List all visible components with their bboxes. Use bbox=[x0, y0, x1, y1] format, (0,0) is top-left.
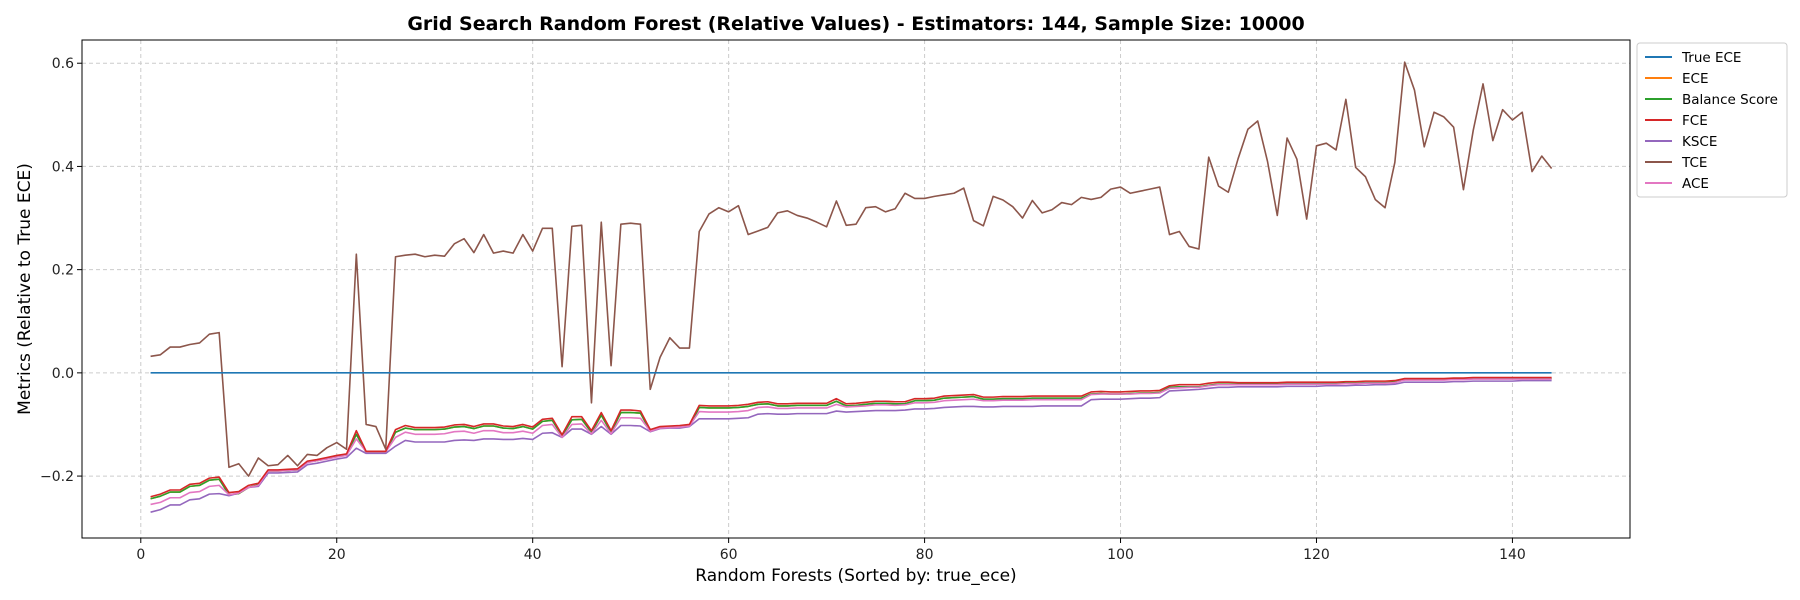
series-line-ksce bbox=[150, 379, 1552, 513]
y-tick-label: −0.2 bbox=[40, 469, 74, 485]
x-tick-label: 40 bbox=[524, 547, 542, 563]
axis-ticks: 0 20 40 60 80 100 120 140 −0.2 0.0 0.2 0.4 0.6 bbox=[40, 56, 1526, 563]
x-tick-label: 20 bbox=[328, 547, 346, 563]
y-tick-label: 0.4 bbox=[52, 159, 74, 175]
series-line-tce bbox=[150, 61, 1553, 477]
legend-label: FCE bbox=[1682, 113, 1708, 129]
x-axis-label: Random Forests (Sorted by: true_ece) bbox=[695, 566, 1016, 586]
y-tick-label: 0.2 bbox=[52, 263, 74, 279]
plot-frame bbox=[81, 39, 1631, 539]
legend-label: KSCE bbox=[1682, 134, 1717, 150]
chart-title: Grid Search Random Forest (Relative Valu… bbox=[407, 13, 1304, 35]
legend-label: Balance Score bbox=[1682, 92, 1778, 108]
y-axis-label: Metrics (Relative to True ECE) bbox=[15, 163, 35, 415]
legend-box bbox=[1636, 42, 1788, 198]
x-tick-label: 80 bbox=[916, 547, 934, 563]
x-tick-label: 60 bbox=[720, 547, 738, 563]
x-tick-label: 140 bbox=[1499, 547, 1526, 563]
legend-label: ECE bbox=[1682, 71, 1709, 87]
y-tick-label: 0.6 bbox=[52, 56, 74, 72]
legend-label: TCE bbox=[1681, 155, 1707, 171]
y-tick-label: 0.0 bbox=[52, 366, 74, 382]
legend-label: ACE bbox=[1682, 176, 1709, 192]
series-line-fce bbox=[150, 376, 1552, 498]
series-lines bbox=[150, 61, 1553, 513]
x-tick-label: 0 bbox=[136, 547, 145, 563]
x-tick-label: 120 bbox=[1303, 547, 1330, 563]
legend: True ECE ECE Balance Score FCE KSCE TCE ACE bbox=[1636, 42, 1788, 198]
x-tick-label: 100 bbox=[1107, 547, 1134, 563]
legend-label: True ECE bbox=[1681, 50, 1741, 66]
